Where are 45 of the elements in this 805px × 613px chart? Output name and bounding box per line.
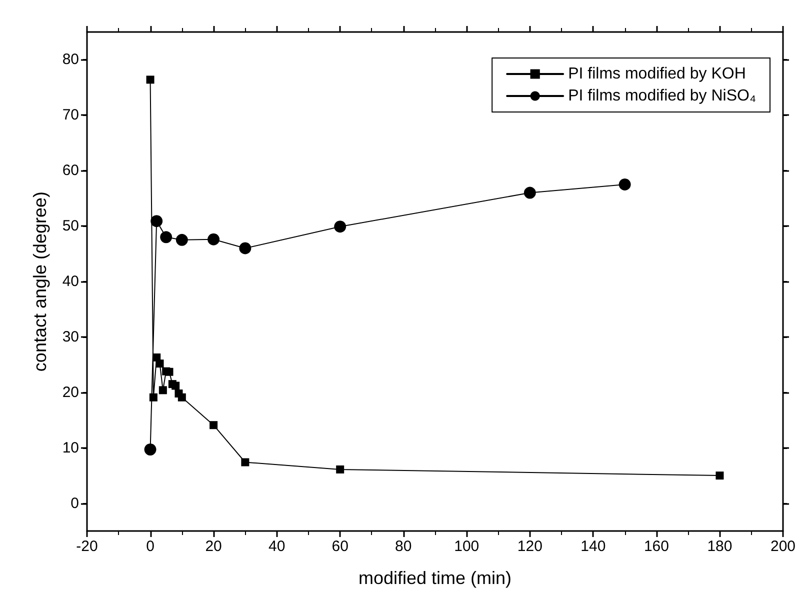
point (210, 421, 218, 430)
point (156, 360, 164, 368)
point (334, 220, 346, 233)
y-tick-label: 0 (70, 494, 79, 512)
x-tick-label: 20 (205, 538, 222, 555)
x-tick-label: 100 (454, 538, 480, 555)
y-tick-label: 80 (62, 51, 79, 68)
legend-label: PI films modified by NiSO₄ (568, 88, 756, 104)
x-tick-label: -20 (76, 538, 98, 555)
point (144, 444, 156, 456)
point (241, 458, 250, 466)
x-axis-title: modified time (min) (358, 568, 512, 588)
point (239, 242, 252, 254)
x-tick-label: 120 (517, 538, 542, 555)
x-tick-label: 80 (395, 538, 412, 555)
y-tick-label: 40 (62, 273, 79, 290)
point (146, 76, 154, 84)
y-axis-title: contact angle (degree) (30, 191, 50, 372)
point (150, 215, 163, 228)
point (176, 234, 188, 246)
point (178, 393, 186, 402)
point (172, 382, 180, 390)
y-tick-label: 70 (62, 106, 79, 124)
point (149, 393, 158, 402)
y-tick-label: 30 (62, 328, 79, 346)
y-tick-label: 10 (62, 439, 79, 456)
point (208, 233, 220, 246)
legend-label: PI films modified by KOH (568, 66, 746, 82)
point (618, 178, 631, 190)
point (165, 368, 174, 376)
y-tick-label: 20 (62, 384, 79, 401)
point (336, 465, 344, 474)
x-tick-label: 200 (770, 538, 796, 555)
point (158, 386, 167, 394)
x-tick-label: 140 (580, 538, 606, 555)
y-tick-label: 50 (62, 218, 79, 235)
point (160, 231, 172, 244)
x-tick-label: 40 (268, 538, 286, 555)
x-tick-label: 160 (644, 538, 669, 555)
point (716, 472, 724, 480)
y-tick-label: 60 (62, 162, 79, 180)
x-tick-label: 60 (332, 538, 348, 555)
x-tick-label: 0 (146, 538, 154, 555)
x-tick-label: 180 (707, 538, 732, 555)
point (524, 186, 536, 199)
